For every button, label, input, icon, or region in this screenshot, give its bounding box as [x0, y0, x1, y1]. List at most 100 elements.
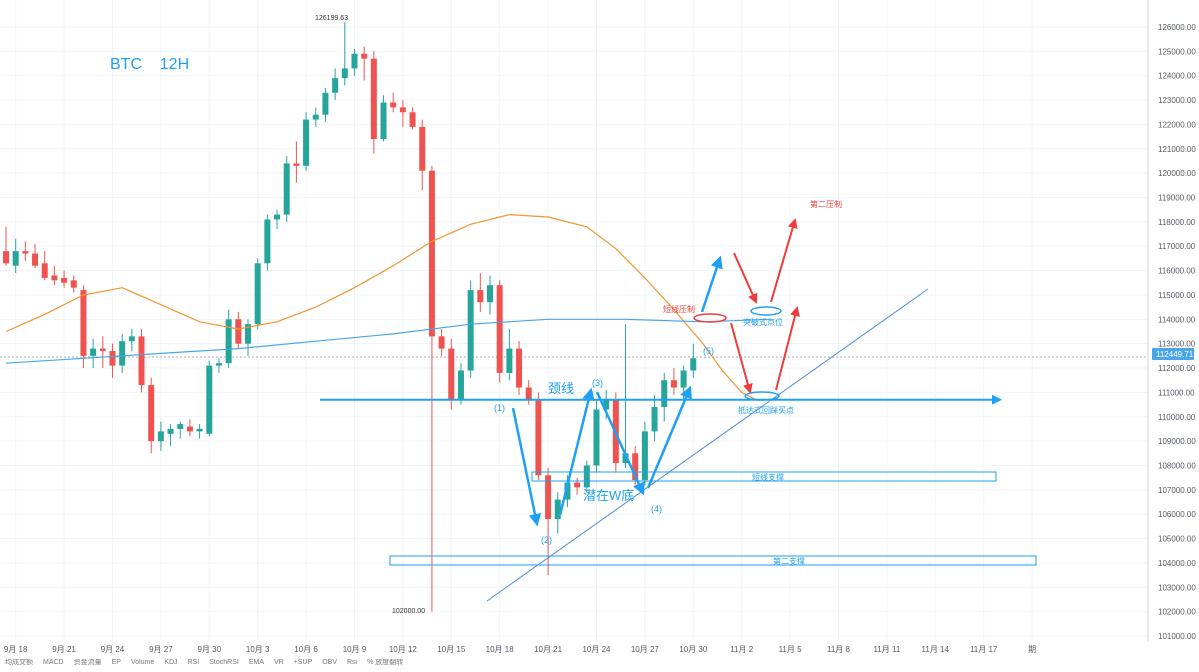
candle-body: [574, 482, 581, 488]
candle-body: [399, 107, 406, 113]
candle-body: [303, 119, 310, 166]
candle-body: [370, 58, 377, 140]
short-support-box: [531, 471, 997, 482]
candle-body: [390, 102, 397, 108]
short-support-label: 短线支撑: [752, 472, 784, 482]
indicator-tab[interactable]: EP: [111, 659, 121, 666]
candle-body: [487, 285, 493, 303]
candle-body: [545, 475, 552, 520]
candle-body: [206, 365, 213, 434]
x-tick-label: 9月 30: [197, 645, 221, 654]
y-tick-label: 126000.00: [1158, 23, 1196, 32]
candle-body: [496, 285, 503, 373]
candle-body: [341, 68, 348, 79]
y-tick-label: 117000.00: [1158, 242, 1196, 251]
candle-body: [235, 319, 242, 344]
candle-body: [477, 290, 484, 303]
candle-body: [99, 348, 106, 351]
red-arrow-down-1: [733, 252, 758, 304]
indicator-tab[interactable]: EMA: [248, 659, 264, 666]
candle-body: [428, 170, 435, 337]
moving-averages: [5, 213, 771, 401]
price-marker-label: 112449.71: [1156, 350, 1194, 359]
y-tick-label: 123000.00: [1158, 96, 1196, 105]
candle-body: [225, 319, 232, 364]
y-tick-label: 103000.00: [1158, 583, 1196, 592]
x-tick-label: 10月 3: [246, 645, 270, 654]
candle-body: [680, 370, 687, 388]
breakout-ellipse: [750, 306, 782, 316]
x-tick-label: 10月 15: [437, 645, 466, 654]
candle-body: [70, 280, 77, 288]
trendline: [486, 288, 929, 602]
indicator-tab[interactable]: VR: [273, 659, 284, 666]
candle-body: [622, 453, 629, 464]
x-tick-label: 11月 14: [922, 645, 950, 654]
wave-arrow-4: [646, 385, 692, 489]
x-tick-label: 11月 2: [730, 645, 754, 654]
candle-body: [332, 78, 339, 93]
candle-body: [109, 350, 116, 366]
candle-body: [12, 251, 19, 266]
candle-body: [554, 499, 561, 520]
high-label: 126199.63: [315, 15, 348, 22]
x-tick-label: 10月 6: [294, 645, 318, 654]
indicator-tab[interactable]: MACD: [43, 659, 64, 666]
candle-body: [438, 336, 445, 349]
neckline-label: 颈线: [548, 381, 574, 396]
indicator-tab[interactable]: OBV: [322, 659, 337, 666]
candle-body: [690, 358, 697, 371]
indicator-tab[interactable]: KDJ: [164, 659, 178, 666]
y-tick-label: 112000.00: [1158, 364, 1196, 373]
candle-body: [351, 53, 358, 69]
candle-body: [632, 453, 639, 481]
x-tick-label: 9月 24: [101, 645, 125, 654]
indicator-tab[interactable]: 资金流量: [73, 659, 102, 666]
indicator-tab[interactable]: Rsi: [347, 659, 358, 666]
candle-body: [138, 336, 145, 386]
indicator-tab[interactable]: +SUP: [293, 659, 313, 666]
x-tick-label: 10月 24: [582, 645, 611, 654]
short-resistance-label: 短线压制: [663, 304, 695, 314]
candle-body: [312, 114, 319, 120]
pullback-ellipse: [744, 391, 780, 401]
y-tick-label: 101000.00: [1158, 632, 1196, 641]
price-marker[interactable]: 112449.71: [1152, 348, 1194, 360]
candle-body: [157, 431, 164, 442]
breakout-point-label: 突破式点位: [743, 317, 783, 327]
x-tick-label: 10月 30: [679, 645, 708, 654]
indicator-tab[interactable]: Volume: [130, 659, 155, 666]
y-tick-label: 125000.00: [1158, 47, 1196, 56]
candle-body: [467, 290, 474, 371]
candles: [3, 22, 697, 612]
y-tick-label: 119000.00: [1158, 194, 1196, 203]
candle-body: [274, 214, 281, 220]
x-tick-label: 10月 12: [389, 645, 418, 654]
x-tick-label: 期: [1028, 645, 1036, 654]
candle-body: [196, 428, 203, 432]
y-tick-label: 122000.00: [1158, 120, 1196, 129]
second-support-label: 第二支撑: [773, 556, 805, 566]
candle-body: [409, 112, 416, 127]
indicator-tab[interactable]: StochRSI: [209, 659, 239, 666]
indicator-tab[interactable]: 均成交额: [5, 659, 33, 666]
x-tick-label: 11月 8: [827, 645, 851, 654]
candle-body: [380, 102, 387, 140]
pattern-label: 潜在W底: [583, 488, 634, 503]
indicator-tab[interactable]: RSI: [187, 659, 200, 666]
x-tick-label: 10月 21: [534, 645, 563, 654]
candle-body: [457, 370, 464, 400]
wave-label-4: (4): [651, 504, 662, 514]
candle-body: [128, 336, 135, 342]
candle-body: [61, 277, 68, 283]
candle-body: [525, 387, 532, 400]
y-tick-label: 105000.00: [1158, 535, 1196, 544]
candle-body: [535, 399, 542, 476]
candle-body: [3, 251, 9, 264]
indicator-tab[interactable]: % 放度翻转: [367, 659, 404, 666]
wave-arrow-3: [595, 391, 645, 496]
candle-body: [651, 407, 658, 432]
wave-label-5: (5): [703, 346, 714, 356]
